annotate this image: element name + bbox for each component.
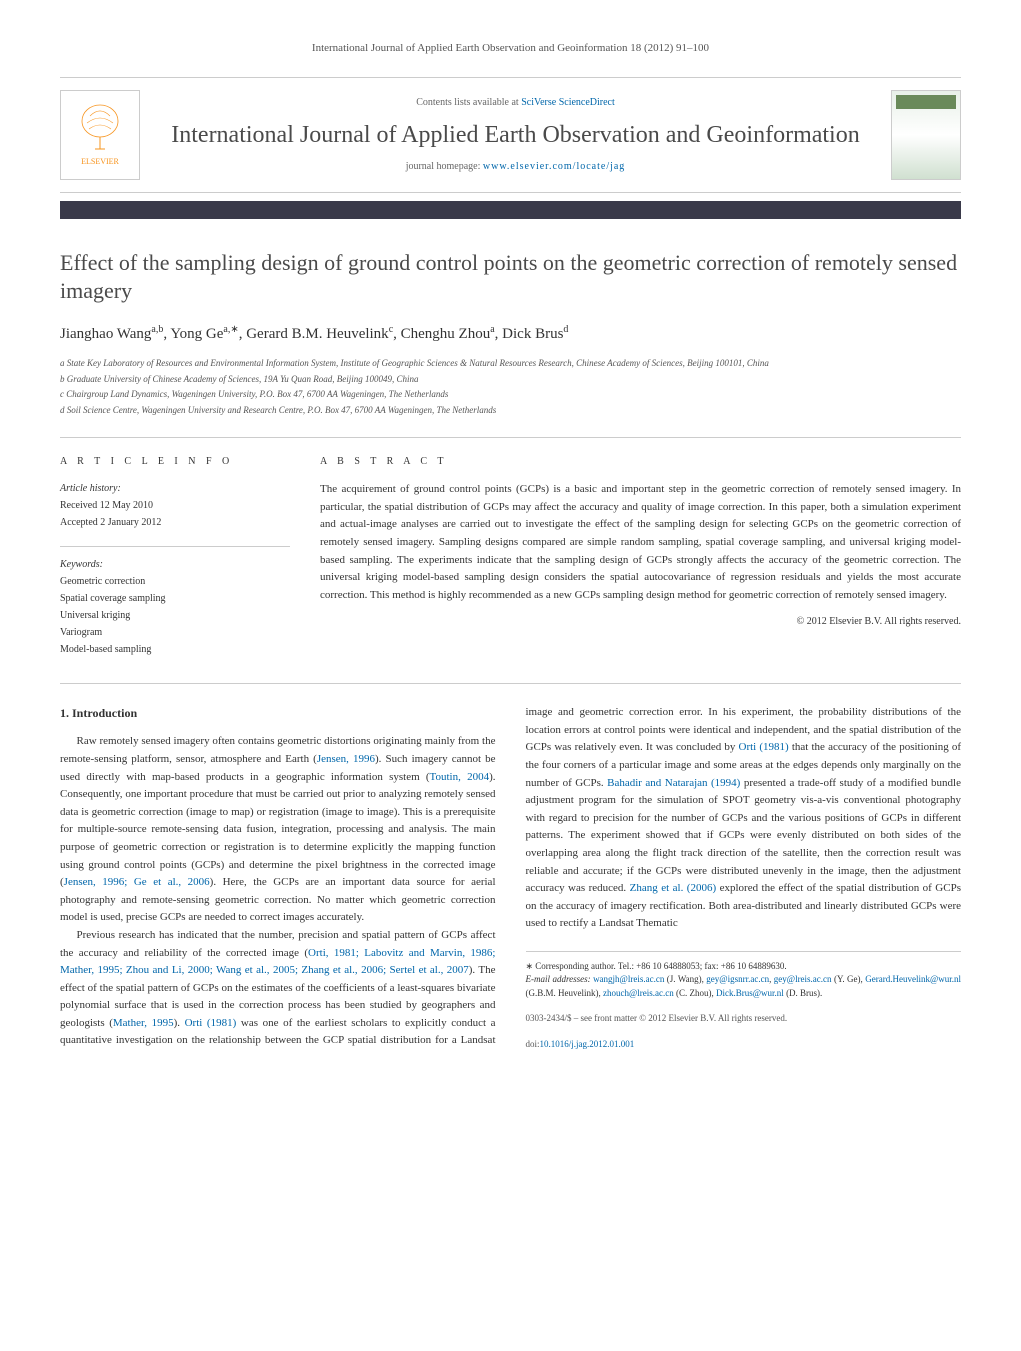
keywords-label: Keywords:	[60, 557, 290, 572]
email-link[interactable]: gey@igsnrr.ac.cn	[706, 974, 769, 984]
email-link[interactable]: Dick.Brus@wur.nl	[716, 988, 784, 998]
article-body: 1. Introduction Raw remotely sensed imag…	[60, 683, 961, 1051]
contents-prefix: Contents lists available at	[416, 97, 521, 108]
journal-homepage-link[interactable]: www.elsevier.com/locate/jag	[483, 161, 625, 172]
issn-front-matter-line: 0303-2434/$ – see front matter © 2012 El…	[526, 1012, 962, 1026]
history-item: Accepted 2 January 2012	[60, 515, 290, 530]
email-link[interactable]: zhouch@lreis.ac.cn	[603, 988, 674, 998]
corresponding-author-note: ∗ Corresponding author. Tel.: +86 10 648…	[526, 960, 962, 974]
sciencedirect-link[interactable]: SciVerse ScienceDirect	[521, 97, 615, 108]
elsevier-logo: ELSEVIER	[60, 90, 140, 180]
section-number: 1.	[60, 706, 69, 720]
affiliation-item: c Chairgroup Land Dynamics, Wageningen U…	[60, 388, 961, 402]
footnotes-block: ∗ Corresponding author. Tel.: +86 10 648…	[526, 951, 962, 1052]
journal-banner: ELSEVIER Contents lists available at Sci…	[60, 77, 961, 193]
doi-link[interactable]: 10.1016/j.jag.2012.01.001	[540, 1039, 635, 1049]
homepage-prefix: journal homepage:	[406, 161, 483, 172]
header-citation: International Journal of Applied Earth O…	[60, 40, 961, 57]
email-link[interactable]: wangjh@lreis.ac.cn	[593, 974, 664, 984]
banner-dark-bar	[60, 201, 961, 219]
keyword-item: Universal kriging	[60, 608, 290, 623]
article-info-heading: a r t i c l e i n f o	[60, 454, 290, 469]
abstract-heading: a b s t r a c t	[320, 454, 961, 469]
article-history-list: Received 12 May 2010 Accepted 2 January 2…	[60, 498, 290, 530]
keyword-item: Model-based sampling	[60, 642, 290, 657]
elsevier-name: ELSEVIER	[81, 156, 119, 168]
keyword-item: Spatial coverage sampling	[60, 591, 290, 606]
doi-label: doi:	[526, 1039, 540, 1049]
emails-label: E-mail addresses:	[526, 974, 594, 984]
keyword-item: Geometric correction	[60, 574, 290, 589]
journal-title: International Journal of Applied Earth O…	[160, 120, 871, 151]
doi-line: doi:10.1016/j.jag.2012.01.001	[526, 1038, 962, 1052]
abstract-copyright: © 2012 Elsevier B.V. All rights reserved…	[320, 614, 961, 629]
abstract-column: a b s t r a c t The acquirement of groun…	[320, 454, 961, 659]
affiliation-item: b Graduate University of Chinese Academy…	[60, 373, 961, 387]
abstract-text: The acquirement of ground control points…	[320, 481, 961, 604]
section-heading-1: 1. Introduction	[60, 704, 496, 723]
keyword-item: Variogram	[60, 625, 290, 640]
contents-available-line: Contents lists available at SciVerse Sci…	[160, 95, 871, 110]
history-item: Received 12 May 2010	[60, 498, 290, 513]
author-list: Jianghao Wanga,b, Yong Gea,∗, Gerard B.M…	[60, 322, 961, 346]
email-addresses-line: E-mail addresses: wangjh@lreis.ac.cn (J.…	[526, 973, 962, 1000]
keywords-list: Geometric correction Spatial coverage sam…	[60, 574, 290, 657]
email-link[interactable]: gey@lreis.ac.cn	[774, 974, 832, 984]
affiliation-list: a State Key Laboratory of Resources and …	[60, 357, 961, 417]
keywords-block: Keywords: Geometric correction Spatial co…	[60, 546, 290, 657]
article-info-sidebar: a r t i c l e i n f o Article history: R…	[60, 454, 290, 659]
article-info-row: a r t i c l e i n f o Article history: R…	[60, 437, 961, 659]
email-link[interactable]: Gerard.Heuvelink@wur.nl	[865, 974, 961, 984]
article-history-label: Article history:	[60, 481, 290, 496]
affiliation-item: d Soil Science Centre, Wageningen Univer…	[60, 404, 961, 418]
banner-center: Contents lists available at SciVerse Sci…	[160, 95, 871, 174]
journal-homepage-line: journal homepage: www.elsevier.com/locat…	[160, 159, 871, 174]
journal-cover-thumbnail	[891, 90, 961, 180]
section-title: Introduction	[72, 706, 137, 720]
body-paragraph: Raw remotely sensed imagery often contai…	[60, 733, 496, 927]
affiliation-item: a State Key Laboratory of Resources and …	[60, 357, 961, 371]
elsevier-tree-icon	[75, 101, 125, 156]
article-title: Effect of the sampling design of ground …	[60, 249, 961, 306]
